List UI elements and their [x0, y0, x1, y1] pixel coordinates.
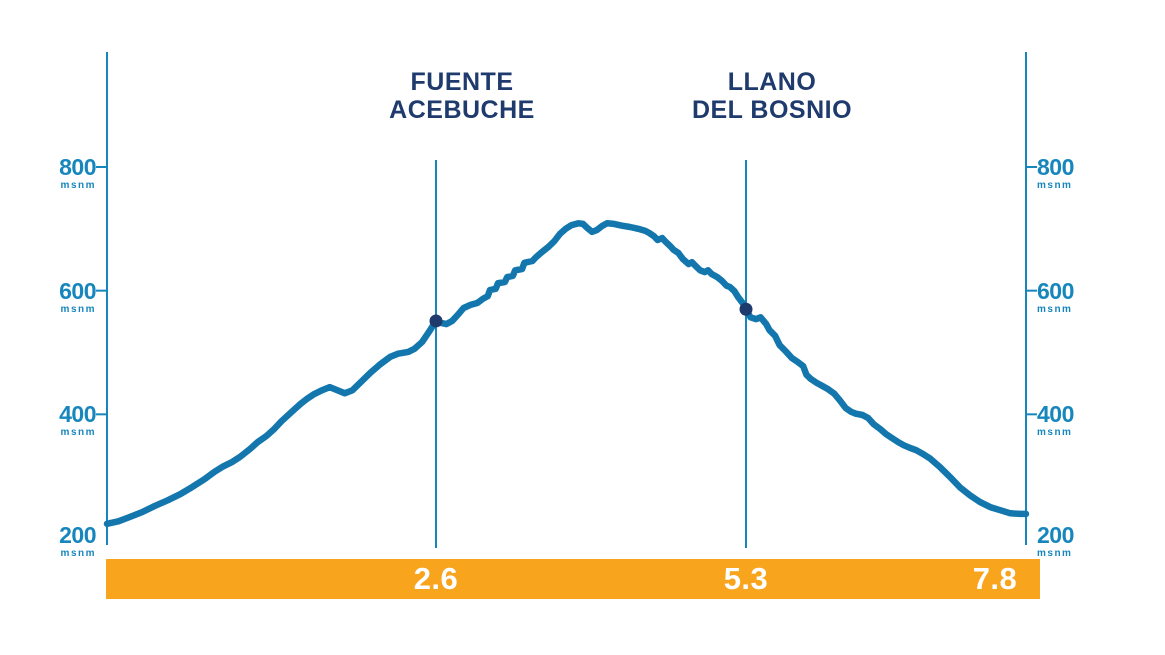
distance-label-7-8: 7.8 — [972, 561, 1018, 596]
ytick-value: 800 — [1037, 154, 1074, 180]
waypoint-dot — [739, 302, 753, 316]
waypoint-label-line2: DEL BOSNIO — [691, 96, 853, 124]
waypoint-dot — [429, 314, 443, 328]
ytick-800-left: 800 msnm — [0, 156, 96, 191]
waypoint-dots — [429, 302, 753, 328]
ytick-unit: msnm — [1037, 548, 1073, 559]
ytick-value: 800 — [59, 154, 96, 180]
ytick-unit: msnm — [60, 180, 96, 191]
waypoint-label-line2: ACEBUCHE — [389, 96, 535, 124]
ytick-unit: msnm — [60, 427, 96, 439]
ytick-600-right: 600 msnm — [1037, 277, 1133, 315]
ytick-value: 600 — [59, 277, 96, 304]
waypoint-label-llano-del-bosnio: LLANO DEL BOSNIO — [692, 68, 852, 124]
distance-bar: 2.6 5.3 7.8 — [106, 559, 1040, 599]
ytick-value: 200 — [1037, 522, 1074, 548]
ytick-400-right: 400 msnm — [1037, 403, 1133, 438]
ytick-value: 200 — [59, 522, 96, 548]
ytick-value: 400 — [1037, 401, 1074, 428]
ytick-400-left: 400 msnm — [0, 403, 96, 438]
elevation-curve — [103, 220, 1030, 528]
ytick-unit: msnm — [60, 303, 96, 315]
ytick-unit: msnm — [1037, 427, 1073, 439]
ytick-600-left: 600 msnm — [0, 277, 96, 315]
elevation-curve-line — [103, 220, 1030, 528]
ytick-200-right: 200 msnm — [1037, 524, 1133, 559]
distance-label-5-3: 5.3 — [723, 561, 769, 596]
waypoint-label-line1: FUENTE — [410, 68, 514, 96]
waypoint-marker-lines — [435, 160, 747, 548]
ytick-unit: msnm — [1037, 303, 1073, 315]
ytick-800-right: 800 msnm — [1037, 156, 1133, 191]
waypoint-label-fuente-acebuche: FUENTE ACEBUCHE — [389, 68, 535, 124]
ytick-value: 400 — [59, 401, 96, 428]
waypoint-label-line1: LLANO — [727, 68, 817, 96]
ytick-200-left: 200 msnm — [0, 524, 96, 559]
ytick-value: 600 — [1037, 277, 1074, 304]
distance-label-2-6: 2.6 — [413, 561, 459, 596]
ytick-unit: msnm — [60, 548, 96, 559]
ytick-unit: msnm — [1037, 180, 1073, 191]
y-axis-ticks — [96, 166, 1037, 416]
